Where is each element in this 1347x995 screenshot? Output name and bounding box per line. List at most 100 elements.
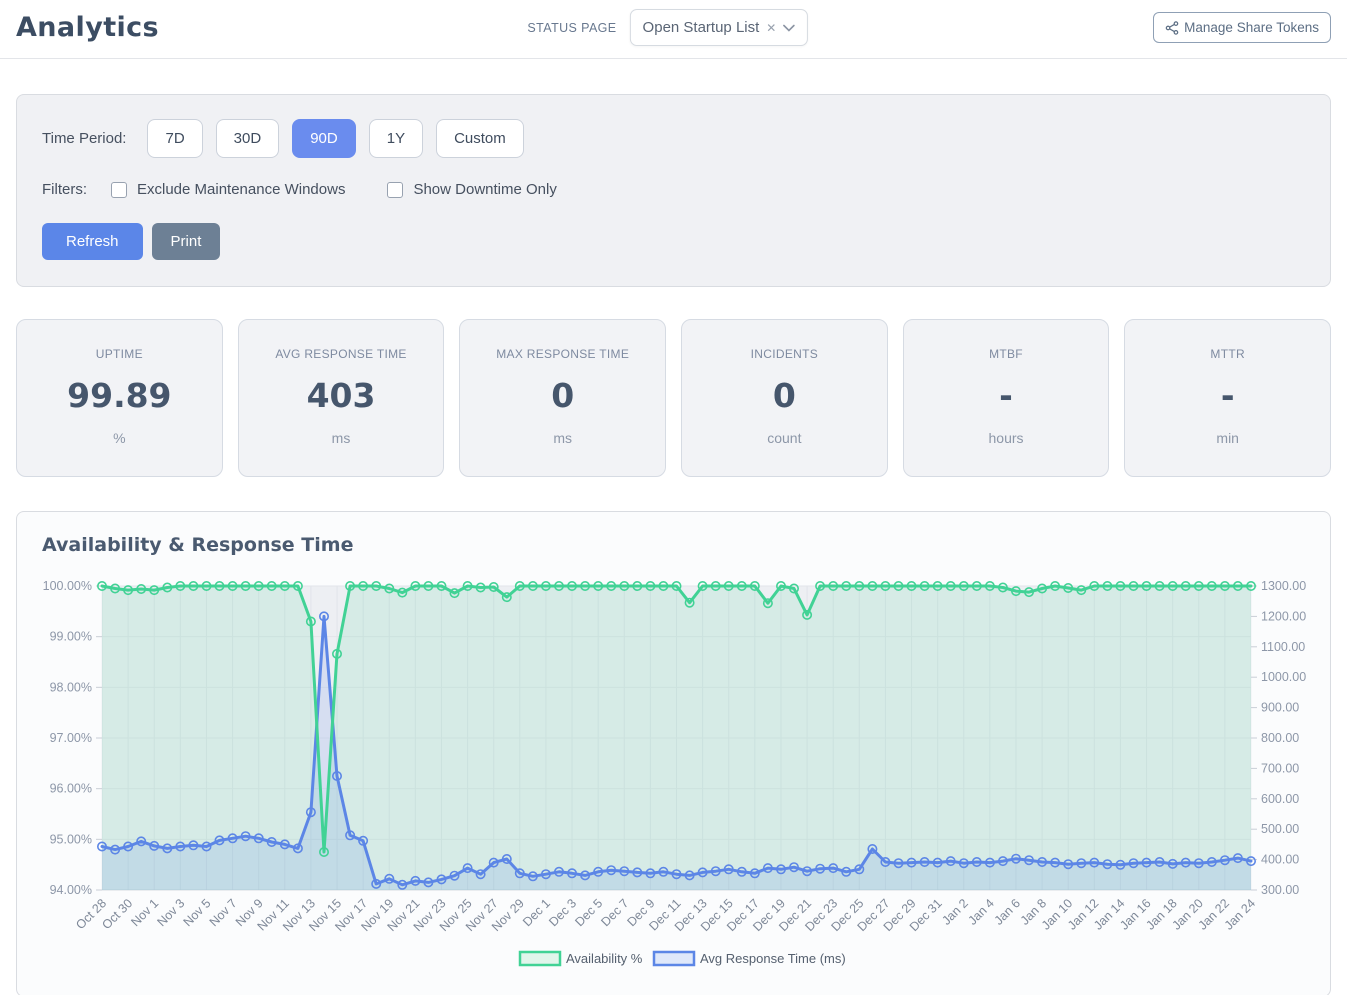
legend-label-0[interactable]: Availability % — [566, 951, 643, 966]
availability--point — [214, 580, 225, 591]
chart-title: Availability & Response Time — [42, 534, 354, 556]
availability--point — [97, 580, 108, 591]
avg-response-time-ms--point — [775, 864, 786, 875]
availability--point — [1037, 583, 1048, 594]
availability--point — [292, 580, 303, 591]
availability--point — [788, 583, 799, 594]
time-period-row: Time Period: 7D 30D 90D 1Y Custom — [42, 119, 1305, 158]
avg-response-time-ms--point — [110, 844, 121, 855]
avg-response-time-ms--point — [815, 863, 826, 874]
avg-response-time-ms--point — [997, 856, 1008, 867]
stat-label: INCIDENTS — [750, 347, 819, 361]
right-axis-label: 1200.00 — [1261, 609, 1306, 623]
manage-share-tokens-label: Manage Share Tokens — [1184, 20, 1319, 35]
left-axis-label: 95.00% — [50, 832, 92, 846]
legend-swatch-1[interactable] — [652, 950, 696, 967]
show-downtime-checkbox[interactable] — [387, 181, 404, 198]
availability--point — [553, 580, 564, 591]
avg-response-time-ms--point — [123, 841, 134, 852]
availability--point — [253, 580, 264, 591]
availability--point — [501, 592, 512, 603]
availability--point — [606, 580, 617, 591]
x-axis-label: Dec 5 — [572, 896, 605, 929]
availability--point — [1219, 580, 1230, 591]
availability--point — [645, 580, 656, 591]
availability--point — [632, 580, 643, 591]
availability--point — [475, 582, 486, 593]
availability--point — [436, 580, 447, 591]
exclude-maintenance-checkbox[interactable] — [111, 181, 127, 198]
avg-response-time-ms--point — [318, 611, 329, 622]
actions-row: Refresh Print — [42, 223, 1305, 260]
avg-response-time-ms--point — [958, 858, 969, 869]
period-button-7d[interactable]: 7D — [147, 119, 203, 158]
avg-response-time-ms--point — [345, 830, 356, 841]
stat-unit: hours — [988, 430, 1024, 446]
availability--point — [371, 580, 382, 591]
legend-swatch-0[interactable] — [518, 950, 562, 967]
period-button-30d[interactable]: 30D — [215, 119, 280, 158]
stat-unit: % — [113, 430, 126, 446]
availability--point — [723, 580, 734, 591]
availability--point — [1050, 580, 1061, 591]
avg-response-time-ms--point — [488, 857, 499, 868]
avg-response-time-ms--point — [1050, 857, 1061, 868]
status-page-dropdown[interactable]: Open Startup List ✕ — [629, 9, 809, 46]
availability--point — [945, 580, 956, 591]
availability--point — [201, 580, 212, 591]
stat-value: 0 — [772, 376, 796, 415]
availability--point — [240, 580, 251, 591]
left-axis-label: 96.00% — [50, 782, 92, 796]
stat-label: UPTIME — [95, 347, 143, 361]
availability--point — [410, 580, 421, 591]
avg-response-time-ms--point — [436, 874, 447, 885]
manage-share-tokens-button[interactable]: Manage Share Tokens — [1153, 12, 1331, 43]
stat-label: AVG RESPONSE TIME — [275, 347, 407, 361]
availability--point — [1206, 580, 1217, 591]
avg-response-time-ms--point — [1154, 856, 1165, 867]
right-axis-label: 1000.00 — [1261, 670, 1306, 684]
avg-response-time-ms--point — [540, 869, 551, 880]
avg-response-time-ms--point — [580, 870, 591, 881]
period-button-custom[interactable]: Custom — [436, 119, 524, 158]
avg-response-time-ms--point — [358, 835, 369, 846]
period-button-1y[interactable]: 1Y — [368, 119, 424, 158]
stats-row: UPTIME 99.89 % AVG RESPONSE TIME 403 ms … — [16, 319, 1332, 477]
availability--point — [384, 583, 395, 594]
availability--point — [1180, 580, 1191, 591]
stat-value: 0 — [551, 376, 575, 415]
avg-response-time-ms--point — [292, 843, 303, 854]
availability--point — [1076, 585, 1087, 596]
availability--point — [710, 580, 721, 591]
avg-response-time-ms--point — [1141, 857, 1152, 868]
refresh-button[interactable]: Refresh — [42, 223, 143, 260]
right-axis-label: 300.00 — [1261, 883, 1299, 897]
x-axis-label: Jan 6 — [992, 896, 1024, 928]
avg-response-time-ms--point — [175, 841, 186, 852]
availability--point — [1010, 586, 1021, 597]
period-button-90d[interactable]: 90D — [292, 119, 356, 158]
print-button[interactable]: Print — [151, 223, 221, 260]
legend-label-1[interactable]: Avg Response Time (ms) — [700, 951, 846, 966]
availability--point — [736, 580, 747, 591]
availability--point — [1023, 587, 1034, 598]
right-axis-label: 1100.00 — [1261, 640, 1305, 654]
stat-unit: min — [1216, 430, 1239, 446]
avg-response-time-ms--point — [462, 863, 473, 874]
avg-response-time-ms--point — [867, 843, 878, 854]
right-axis-label: 600.00 — [1261, 792, 1299, 806]
avg-response-time-ms--point — [1115, 859, 1126, 870]
availability--point — [305, 616, 316, 627]
availability--point — [580, 580, 591, 591]
availability--point — [488, 581, 499, 592]
right-axis-label: 1300.00 — [1261, 579, 1306, 593]
avg-response-time-ms--point — [841, 866, 852, 877]
availability--point — [123, 585, 134, 596]
avg-response-time-ms--point — [305, 807, 316, 818]
avg-response-time-ms--point — [97, 841, 108, 852]
availability--point — [1167, 580, 1178, 591]
avg-response-time-ms--point — [658, 866, 669, 877]
clear-icon[interactable]: ✕ — [766, 20, 777, 35]
x-axis-label: Nov 1 — [128, 896, 161, 929]
stat-card-mtbf: MTBF - hours — [902, 319, 1110, 477]
